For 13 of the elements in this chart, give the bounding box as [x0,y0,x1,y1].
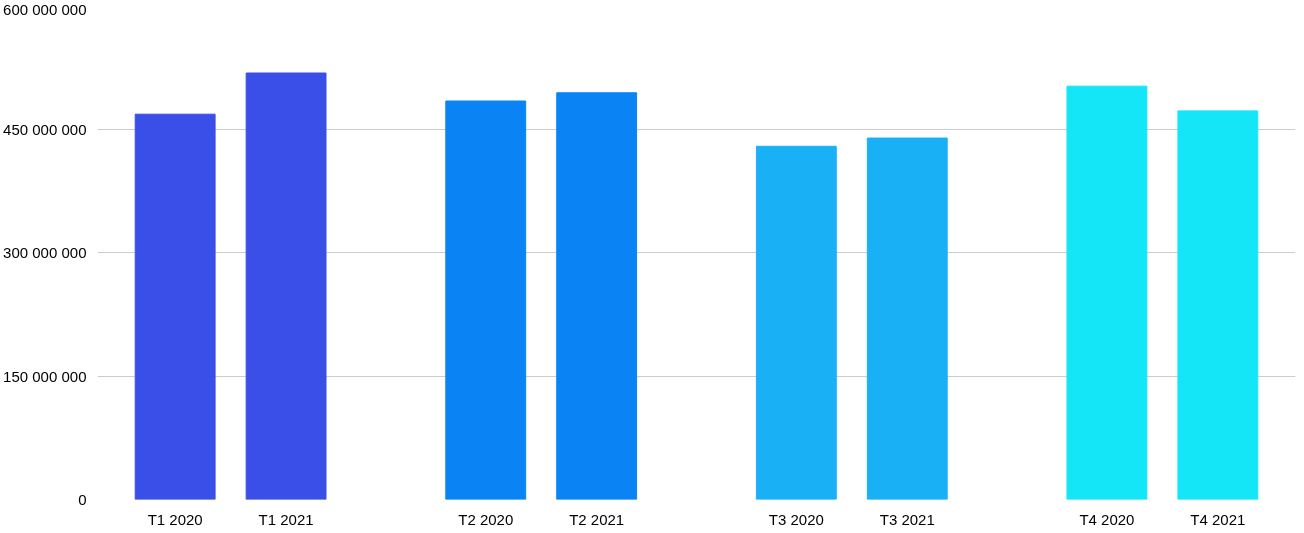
x-tick-label: T3 2020 [768,510,824,528]
x-tick-label: T1 2021 [258,510,314,528]
y-tick-label: 600 000 000 [3,0,87,18]
x-tick-label: T1 2020 [147,510,203,528]
y-tick-label: 0 [78,491,87,508]
y-tick-label: 450 000 000 [3,120,87,138]
x-tick-label: T4 2020 [1079,510,1135,528]
x-tick-label: T2 2020 [458,510,514,528]
x-tick-label: T3 2021 [879,510,935,528]
y-tick-label: 300 000 000 [3,244,87,261]
x-tick-label: T2 2021 [569,510,625,528]
y-tick-label: 150 000 000 [3,367,87,385]
x-tick-label: T4 2021 [1190,510,1246,528]
